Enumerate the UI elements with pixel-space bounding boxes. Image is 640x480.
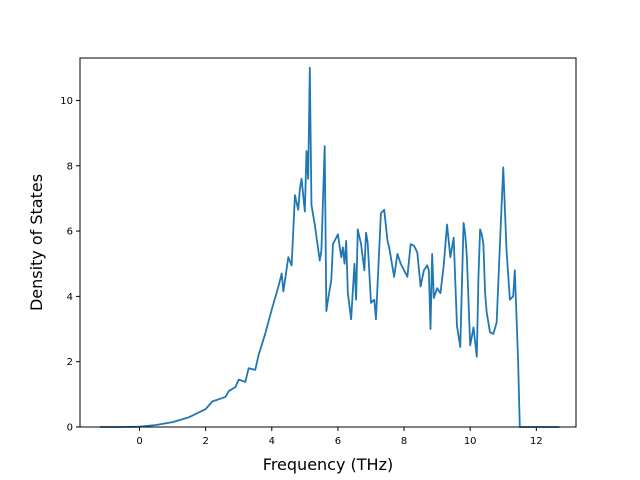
x-tick-label: 2 (202, 436, 208, 447)
y-tick-label: 8 (67, 161, 73, 172)
y-tick-label: 0 (67, 423, 73, 434)
plot-frame (79, 57, 577, 428)
y-tick-label: 6 (67, 227, 73, 238)
y-tick-label: 2 (67, 357, 73, 368)
dos-series-line (99, 66, 560, 428)
x-tick-label: 12 (530, 436, 543, 447)
y-axis-label: Density of States (27, 174, 46, 311)
x-tick-label: 4 (269, 436, 275, 447)
x-tick-label: 8 (401, 436, 407, 447)
plot-area (80, 58, 576, 427)
x-tick-label: 10 (464, 436, 477, 447)
x-axis-label: Frequency (THz) (263, 455, 393, 474)
y-tick-label: 10 (60, 96, 73, 107)
y-tick-label: 4 (67, 292, 73, 303)
y-axis-ticks: 0 2 4 6 8 10 (60, 96, 80, 434)
x-tick-label: 0 (136, 436, 142, 447)
x-tick-label: 6 (335, 436, 341, 447)
